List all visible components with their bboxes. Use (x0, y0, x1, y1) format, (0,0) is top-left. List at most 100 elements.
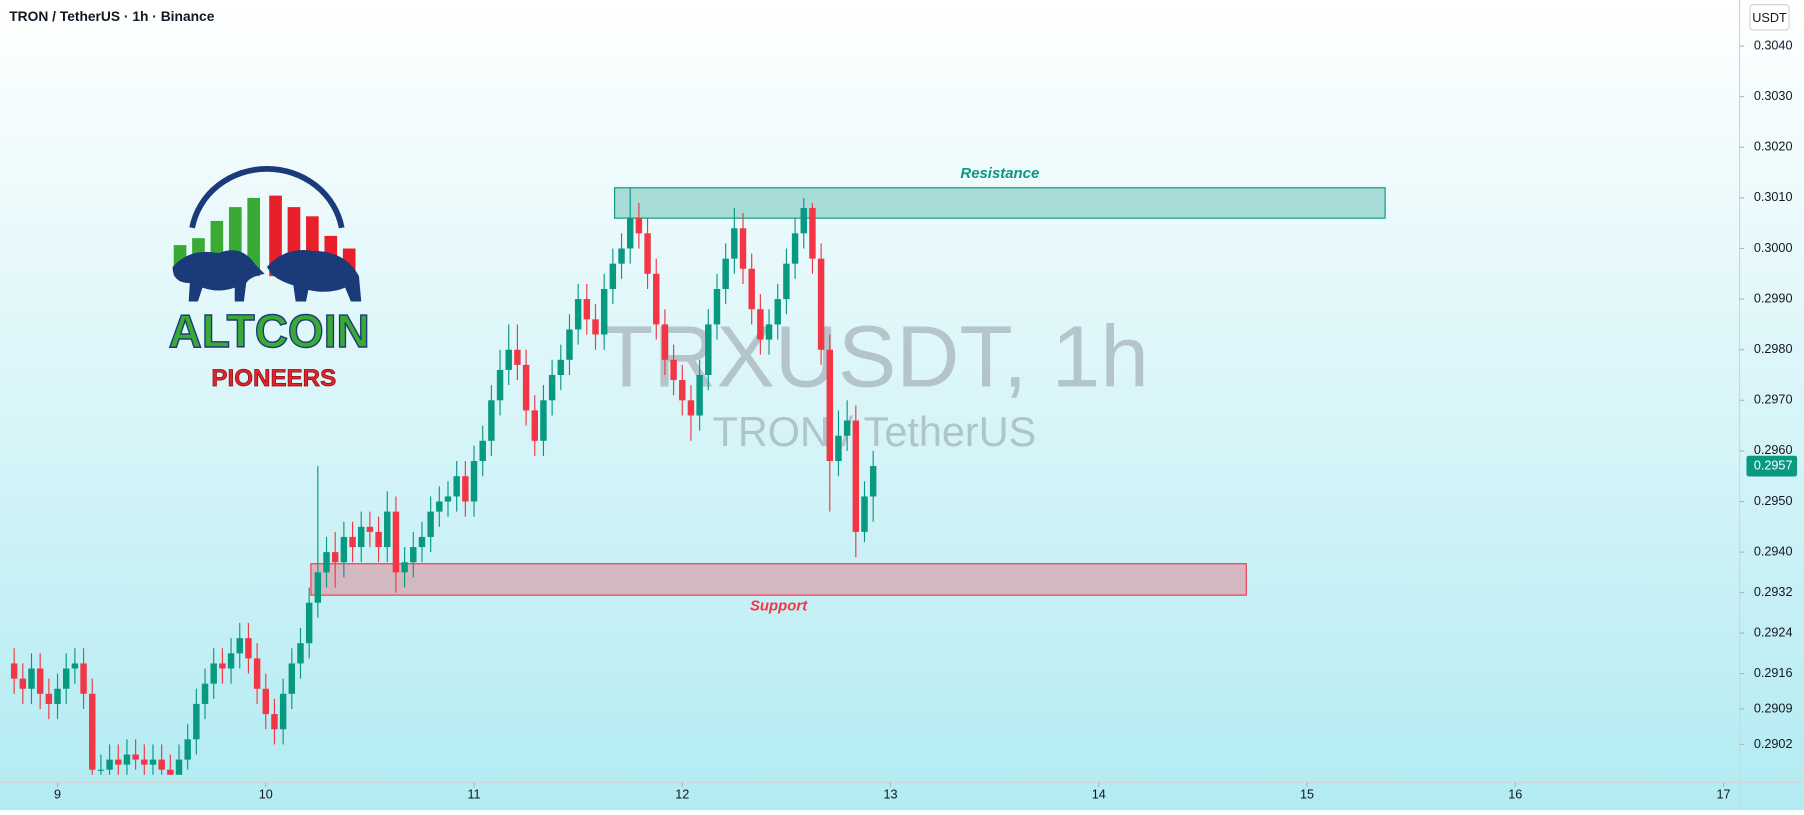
candle-body (158, 759, 165, 770)
logo-arc (189, 165, 345, 229)
candle-body (800, 208, 807, 234)
candle-body (149, 759, 157, 765)
y-tick-label: 0.2950 (1754, 494, 1793, 508)
currency-label: USDT (1752, 11, 1787, 25)
candle-body (167, 769, 174, 775)
candle-body (522, 364, 530, 411)
logo: ALTCOIN PIONEERS (168, 165, 370, 392)
y-tick-label: 0.2960 (1754, 443, 1793, 457)
candle-body (626, 218, 634, 249)
candle-body (410, 547, 417, 563)
candle-body (748, 268, 755, 310)
candle-body (436, 501, 443, 512)
candle-body (713, 288, 721, 325)
axes: 0.3040 0.3030 0.3020 0.3010 0.3000 0.2990 0.29… (54, 38, 1798, 801)
candle-body (401, 562, 408, 573)
candle-body (869, 466, 877, 497)
candle-body (444, 496, 452, 502)
logo-bar (269, 195, 282, 277)
candle-body (210, 663, 217, 684)
y-tick-label: 0.2980 (1754, 342, 1793, 356)
candle-body (791, 233, 799, 264)
candle-body (175, 759, 183, 775)
candle-body (583, 299, 591, 320)
candle-body (505, 349, 512, 370)
y-tick-label: 0.3030 (1754, 89, 1793, 103)
candle-body (722, 258, 729, 289)
candle-body (574, 299, 582, 330)
candle-body (236, 638, 243, 654)
candle-body (115, 759, 122, 765)
candle-body (62, 668, 70, 689)
candle-body (19, 678, 27, 689)
candle-body (106, 759, 113, 770)
candle-body (835, 435, 842, 462)
last-price-label: 0.2957 (1754, 458, 1793, 472)
candle-body (340, 536, 348, 563)
y-tick-label: 0.2924 (1754, 625, 1793, 639)
candle-body (557, 359, 565, 376)
x-tick-label: 16 (1508, 787, 1522, 801)
candle-body (418, 536, 426, 548)
candle-body (609, 263, 617, 289)
candle-body (279, 693, 287, 730)
candle-body (739, 228, 747, 269)
candle-body (141, 759, 148, 765)
candle-body (765, 324, 773, 340)
x-tick-label: 14 (1092, 787, 1106, 801)
candle-body (653, 273, 660, 325)
candle-body (201, 683, 209, 704)
candle-body (531, 410, 538, 441)
candle-body (89, 693, 96, 770)
candle-body (132, 754, 139, 760)
logo-bar (247, 197, 261, 277)
candle-body (71, 663, 79, 669)
y-tick-label: 0.2970 (1754, 393, 1793, 407)
watermark-subtitle: TRON / TetherUS (713, 409, 1037, 455)
candle-body (331, 552, 339, 563)
candle-body (618, 248, 625, 264)
candle-body (314, 572, 322, 603)
candle-body (54, 688, 61, 704)
candle-body (696, 375, 703, 416)
candle-body (817, 258, 825, 350)
candle-body (514, 349, 521, 365)
y-tick-label: 0.2916 (1754, 666, 1793, 680)
candle-body (670, 359, 677, 381)
candle-body (288, 663, 296, 694)
candle-body (757, 309, 764, 340)
candle-body (219, 663, 226, 669)
candle-body (687, 400, 695, 416)
logo-bull (172, 250, 265, 302)
candle-body (679, 380, 686, 401)
zone-label: Resistance (960, 165, 1039, 182)
candle-body (488, 400, 495, 441)
candle-body (600, 288, 608, 335)
candle-body (540, 400, 547, 441)
candle-body (843, 420, 851, 436)
y-tick-label: 0.2909 (1754, 701, 1793, 715)
candle-body (496, 369, 504, 401)
candle-body (349, 536, 356, 548)
candle-body (375, 531, 382, 548)
candle-body (453, 476, 460, 497)
candle-body (548, 375, 556, 401)
candle-body (271, 714, 278, 730)
logo-title: ALTCOIN (169, 305, 370, 357)
candle-body (783, 263, 790, 300)
candle-body (10, 663, 18, 679)
candle-body (852, 420, 860, 532)
candle-body (427, 511, 434, 537)
x-tick-label: 12 (675, 787, 689, 801)
candle-body (635, 218, 643, 234)
candle-body (262, 688, 269, 715)
candle-body (826, 349, 834, 462)
candle-body (462, 476, 469, 502)
candle-body (358, 526, 365, 548)
zone (614, 187, 1386, 219)
candle-body (97, 769, 105, 771)
candle-body (245, 638, 252, 659)
candle-body (80, 663, 87, 694)
